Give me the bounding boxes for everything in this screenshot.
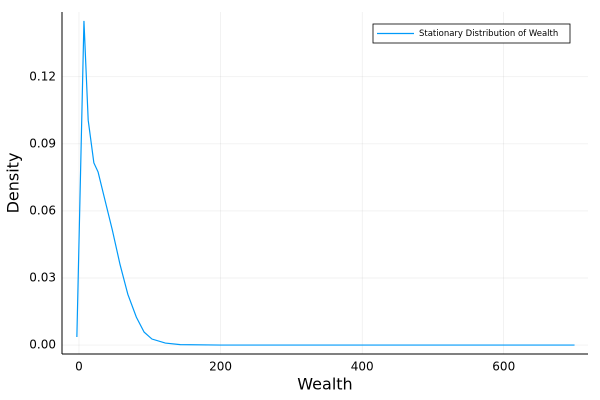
x-tick-label: 0 xyxy=(75,360,83,374)
data-line xyxy=(76,20,575,346)
y-axis-label: Density xyxy=(4,153,23,214)
y-tick-label: 0.00 xyxy=(29,338,56,352)
legend-box xyxy=(372,23,571,44)
y-tick-label: 0.12 xyxy=(29,69,56,83)
y-tick-label: 0.09 xyxy=(29,136,56,150)
legend: Stationary Distribution of Wealth xyxy=(372,23,571,44)
x-axis-label: Wealth xyxy=(297,375,352,394)
legend-label: Stationary Distribution of Wealth xyxy=(419,29,558,39)
x-tick-label: 200 xyxy=(209,360,232,374)
y-tick-label: 0.03 xyxy=(29,271,56,285)
x-tick-label: 400 xyxy=(351,360,374,374)
x-tick-label: 600 xyxy=(492,360,515,374)
y-tick-label: 0.06 xyxy=(29,203,56,217)
